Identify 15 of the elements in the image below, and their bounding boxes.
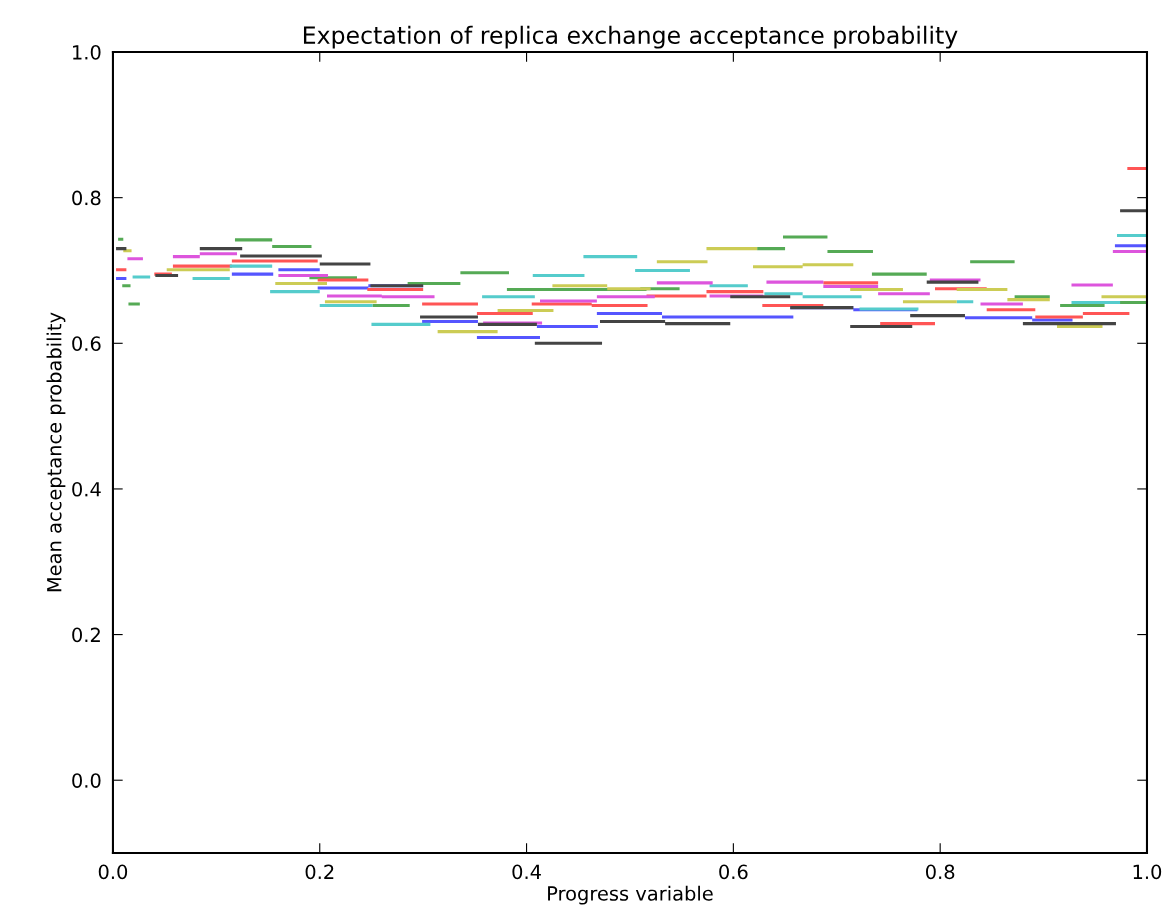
x-tick-label: 0.4 [512, 864, 541, 880]
x-tick-label: 0.2 [305, 864, 334, 880]
y-tick-label: 0.6 [72, 336, 101, 351]
y-axis-title: Mean acceptance probability [46, 312, 66, 592]
chart-title: Expectation of replica exchange acceptance probability [303, 25, 958, 49]
x-tick-label: 0.8 [925, 864, 955, 880]
y-tick-label: 0.2 [72, 627, 100, 643]
y-tick-label: 1.0 [73, 44, 101, 60]
x-tick-label: 0.0 [98, 864, 128, 880]
x-axis-title: Progress variable [548, 885, 713, 905]
x-tick-label: 1.0 [1133, 864, 1162, 880]
x-tick-label: 0.6 [719, 864, 748, 880]
y-tick-label: 0.4 [72, 481, 101, 497]
y-tick-label: 0.0 [72, 773, 101, 788]
y-tick-label: 0.8 [72, 190, 101, 206]
